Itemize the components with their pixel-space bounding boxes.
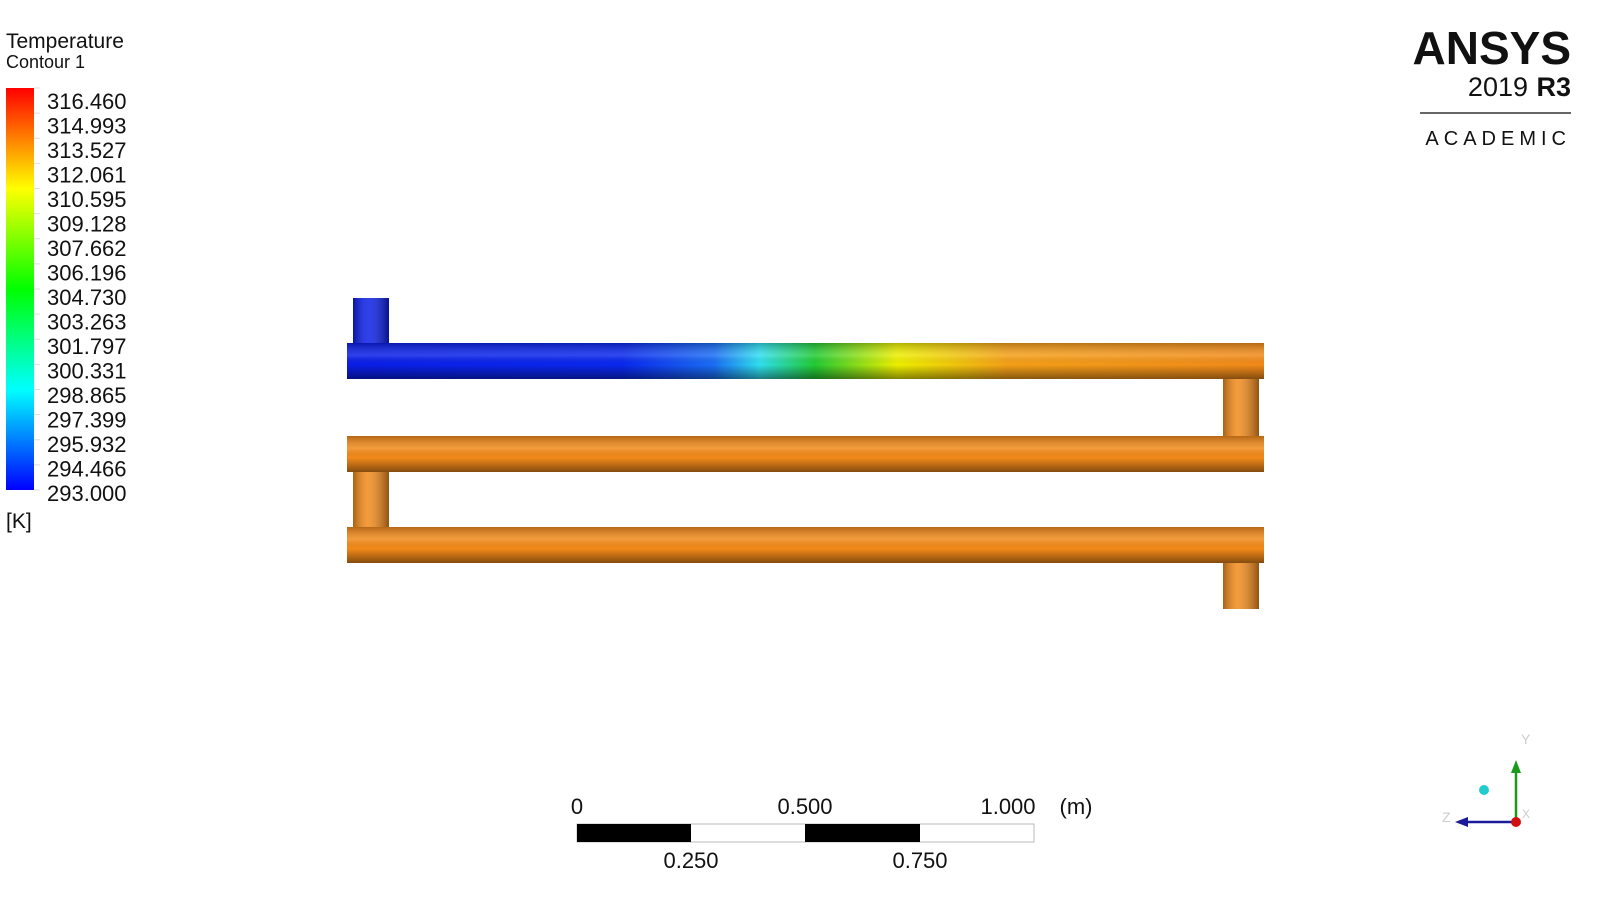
connector-shade xyxy=(353,462,389,535)
scale-label: 0 xyxy=(571,794,583,819)
scale-label: 0.500 xyxy=(777,794,832,819)
legend-level: 314.993 xyxy=(47,114,127,139)
logo-edition: ACADEMIC xyxy=(1425,128,1571,150)
legend-level: 300.331 xyxy=(47,359,127,384)
legend-level: 307.662 xyxy=(47,236,127,261)
legend-level: 298.865 xyxy=(47,383,127,408)
logo-version: 2019 xyxy=(1468,72,1528,102)
pipe-shade xyxy=(347,343,1264,379)
outlet-shade xyxy=(1223,555,1259,609)
triad-x-axis xyxy=(1511,817,1521,827)
legend-level: 312.061 xyxy=(47,163,127,188)
pipe-shade xyxy=(347,527,1264,563)
triad-label: Y xyxy=(1521,731,1531,747)
color-bar xyxy=(6,88,34,490)
legend-level: 295.932 xyxy=(47,432,127,457)
scale-segment xyxy=(577,824,691,842)
legend-levels: 316.460314.993313.527312.061310.595309.1… xyxy=(34,87,127,506)
legend-level: 297.399 xyxy=(47,408,127,433)
triad-label: X xyxy=(1522,807,1530,821)
scale-segment xyxy=(805,824,920,842)
scale-bar: 0 0.500 1.000 (m) 0.250 0.750 xyxy=(571,794,1093,873)
legend-title: Temperature xyxy=(6,30,124,53)
triad-y-head xyxy=(1511,760,1521,773)
legend-subtitle: Contour 1 xyxy=(6,52,85,72)
scale-unit: (m) xyxy=(1060,794,1093,819)
scale-label: 0.750 xyxy=(892,848,947,873)
legend-level: 294.466 xyxy=(47,457,127,482)
legend-level: 310.595 xyxy=(47,187,127,212)
legend-level: 304.730 xyxy=(47,285,127,310)
pipe-shade xyxy=(347,436,1264,472)
triad-z-head xyxy=(1455,817,1468,827)
legend-unit: [K] xyxy=(6,510,32,533)
legend-level: 293.000 xyxy=(47,481,127,506)
triad-view-dot xyxy=(1479,785,1489,795)
scale-label: 0.250 xyxy=(663,848,718,873)
legend-level: 316.460 xyxy=(47,89,127,114)
scale-label: 1.000 xyxy=(980,794,1035,819)
logo-brand: ANSYS xyxy=(1413,22,1571,74)
logo: ANSYS 2019 R3 ACADEMIC xyxy=(1413,22,1571,150)
logo-release: R3 xyxy=(1536,72,1571,102)
legend-level: 301.797 xyxy=(47,334,127,359)
axis-triad: Y Z X xyxy=(1442,731,1531,827)
triad-label: Z xyxy=(1442,809,1451,825)
pipe-geometry xyxy=(347,298,1264,609)
legend-level: 303.263 xyxy=(47,310,127,335)
legend-level: 309.128 xyxy=(47,212,127,237)
connector-shade xyxy=(1223,370,1259,442)
legend-level: 306.196 xyxy=(47,261,127,286)
legend-level: 313.527 xyxy=(47,138,127,163)
